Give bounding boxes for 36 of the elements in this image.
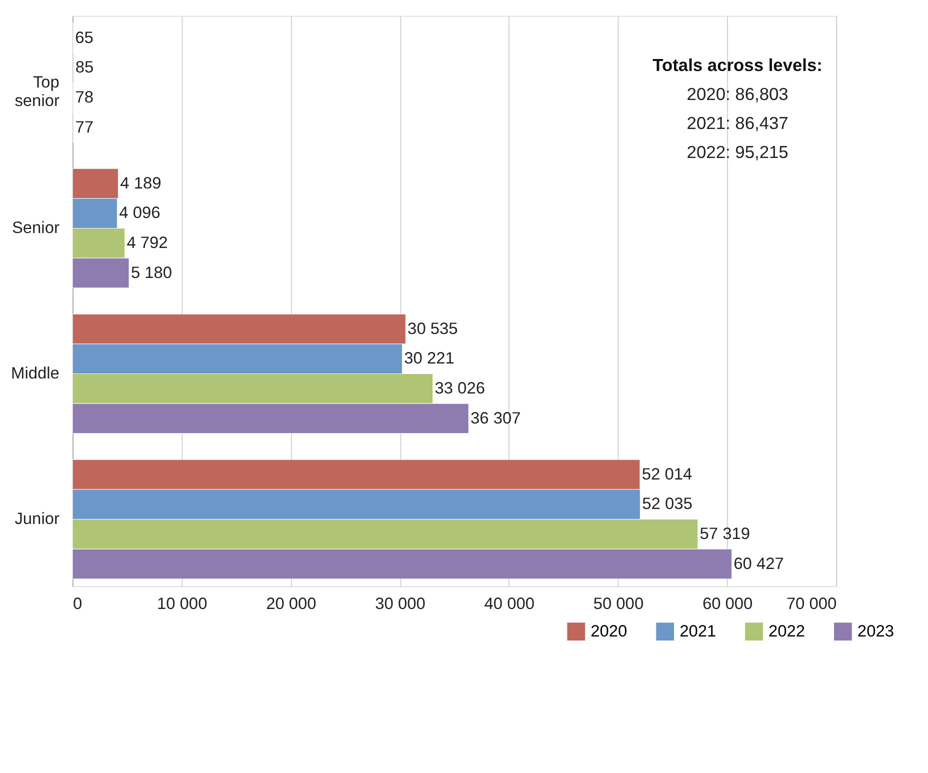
x-tick-label: 60 000	[702, 594, 753, 613]
data-label: 77	[75, 118, 94, 136]
x-tick-label: 20 000	[266, 594, 316, 613]
x-tick-label: 40 000	[484, 594, 534, 613]
x-tick-label: 70 000	[786, 594, 837, 613]
data-label: 65	[75, 28, 94, 47]
data-label: 4 096	[119, 204, 160, 222]
y-tick-label: Junior	[14, 510, 60, 528]
data-label: 57 319	[700, 524, 750, 543]
data-label: 33 026	[434, 379, 485, 398]
x-tick-label: 10 000	[156, 594, 208, 613]
legend-label: 2023	[857, 622, 894, 640]
legend-label: 2022	[768, 622, 806, 640]
annotation: Totals across levels:	[652, 54, 822, 75]
y-tick-label: Senior	[12, 219, 60, 238]
x-tick-label: 0	[72, 594, 82, 613]
data-label: 60 427	[734, 554, 784, 573]
data-label: 52 035	[642, 495, 692, 514]
legend-label: 2021	[680, 622, 716, 640]
data-label: 4 792	[126, 234, 168, 252]
x-tick-label: 30 000	[375, 594, 426, 613]
data-label: 5 180	[130, 264, 172, 282]
data-label: 4 189	[120, 174, 162, 192]
data-label: 30 221	[404, 350, 454, 368]
annotation: 2020: 86,803	[686, 84, 788, 104]
y-tick-label: Middle	[11, 364, 60, 383]
annotation: 2022: 95,215	[686, 142, 788, 162]
data-label: 36 307	[470, 409, 521, 428]
annotation: 2021: 86,437	[686, 112, 788, 133]
y-tick-label: Top senior	[14, 74, 60, 110]
data-label: 52 014	[642, 465, 692, 484]
data-label: 85	[75, 58, 94, 77]
data-label: 78	[75, 88, 94, 107]
x-tick-label: 50 000	[593, 594, 644, 613]
legend-label: 2020	[590, 622, 628, 640]
data-label: 30 535	[408, 320, 458, 338]
